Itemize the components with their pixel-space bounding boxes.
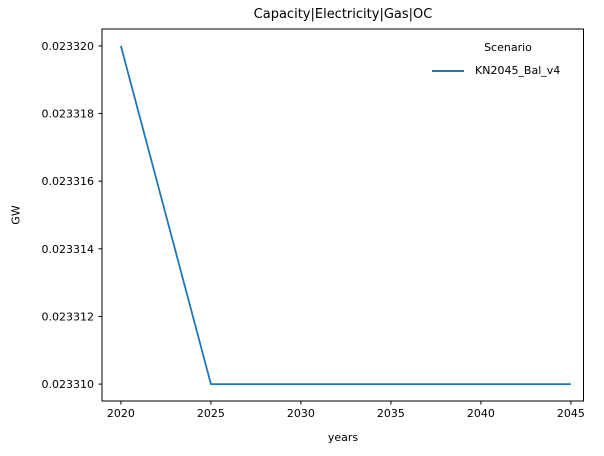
- y-tick-label: 0.023314: [42, 243, 95, 256]
- y-tick-label: 0.023312: [42, 310, 95, 323]
- axes-spines: [101, 28, 584, 402]
- y-tick-label: 0.023316: [42, 175, 95, 188]
- legend-title: Scenario: [484, 41, 532, 54]
- y-tick-label: 0.023310: [42, 378, 95, 391]
- y-tick-label: 0.023320: [42, 40, 95, 53]
- x-tick-label: 2045: [557, 407, 585, 420]
- y-tick-label: 0.023318: [42, 108, 95, 121]
- x-tick-label: 2030: [287, 407, 315, 420]
- x-tick-label: 2035: [377, 407, 405, 420]
- legend-entry: KN2045_Bal_v4: [432, 64, 584, 77]
- x-axis-label: years: [327, 431, 359, 444]
- x-tick-label: 2020: [107, 407, 135, 420]
- legend-line-swatch-icon: [432, 69, 464, 72]
- series-line-KN2045_Bal_v4: [120, 45, 571, 385]
- legend-entry-label: KN2045_Bal_v4: [475, 64, 561, 77]
- legend: Scenario KN2045_Bal_v4: [432, 41, 584, 77]
- chart-title: Capacity|Electricity|Gas|OC: [253, 7, 433, 22]
- x-tick-label: 2025: [197, 407, 225, 420]
- x-tick-label: 2040: [467, 407, 495, 420]
